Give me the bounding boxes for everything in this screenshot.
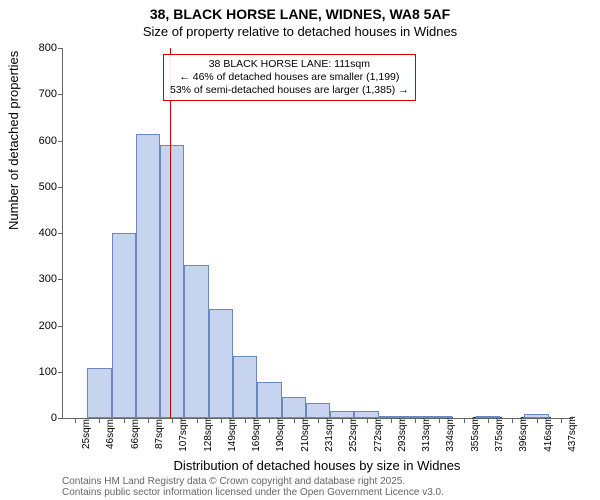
x-tick-mark bbox=[415, 418, 416, 423]
x-tick-label: 128sqm bbox=[197, 416, 214, 452]
histogram-bar bbox=[257, 382, 281, 418]
histogram-bar bbox=[524, 414, 548, 418]
histogram-bar bbox=[379, 416, 403, 418]
y-tick-mark bbox=[58, 418, 63, 419]
y-tick-mark bbox=[58, 48, 63, 49]
footer-line2: Contains public sector information licen… bbox=[62, 487, 444, 498]
histogram-bar bbox=[306, 403, 330, 418]
histogram-bar bbox=[354, 411, 378, 418]
x-tick-mark bbox=[391, 418, 392, 423]
x-tick-mark bbox=[99, 418, 100, 423]
chart-title-sub: Size of property relative to detached ho… bbox=[0, 24, 600, 39]
histogram-bar bbox=[282, 397, 306, 418]
y-tick-mark bbox=[58, 141, 63, 142]
x-tick-label: 375sqm bbox=[488, 416, 505, 452]
histogram-bar bbox=[209, 309, 233, 418]
x-tick-label: 190sqm bbox=[269, 416, 286, 452]
x-tick-mark bbox=[464, 418, 465, 423]
histogram-bar bbox=[112, 233, 136, 418]
x-tick-mark bbox=[172, 418, 173, 423]
annotation-line2: ← 46% of detached houses are smaller (1,… bbox=[170, 71, 409, 84]
x-tick-mark bbox=[512, 418, 513, 423]
chart-title-main: 38, BLACK HORSE LANE, WIDNES, WA8 5AF bbox=[0, 6, 600, 22]
x-tick-label: 169sqm bbox=[245, 416, 262, 452]
x-tick-label: 149sqm bbox=[221, 416, 238, 452]
x-tick-label: 355sqm bbox=[464, 416, 481, 452]
x-tick-mark bbox=[269, 418, 270, 423]
x-tick-mark bbox=[75, 418, 76, 423]
y-tick-mark bbox=[58, 187, 63, 188]
histogram-bar bbox=[136, 134, 160, 418]
y-tick-mark bbox=[58, 279, 63, 280]
x-tick-mark bbox=[537, 418, 538, 423]
plot-area: 010020030040050060070080025sqm46sqm66sqm… bbox=[62, 48, 573, 419]
histogram-bar bbox=[233, 356, 257, 418]
histogram-bar bbox=[160, 145, 184, 418]
y-tick-mark bbox=[58, 94, 63, 95]
y-tick-mark bbox=[58, 326, 63, 327]
y-tick-mark bbox=[58, 233, 63, 234]
x-tick-label: 437sqm bbox=[561, 416, 578, 452]
annotation-line1: 38 BLACK HORSE LANE: 111sqm bbox=[170, 58, 409, 71]
annotation-line3: 53% of semi-detached houses are larger (… bbox=[170, 84, 409, 97]
x-tick-mark bbox=[367, 418, 368, 423]
chart-container: 38, BLACK HORSE LANE, WIDNES, WA8 5AF Si… bbox=[0, 0, 600, 500]
x-tick-label: 272sqm bbox=[367, 416, 384, 452]
histogram-bar bbox=[403, 416, 427, 418]
marker-line bbox=[170, 48, 171, 418]
x-tick-mark bbox=[245, 418, 246, 423]
y-tick-mark bbox=[58, 372, 63, 373]
x-tick-mark bbox=[148, 418, 149, 423]
x-tick-mark bbox=[197, 418, 198, 423]
chart-footer: Contains HM Land Registry data © Crown c… bbox=[62, 476, 444, 498]
x-tick-label: 293sqm bbox=[391, 416, 408, 452]
annotation-box: 38 BLACK HORSE LANE: 111sqm ← 46% of det… bbox=[163, 54, 416, 101]
x-tick-label: 231sqm bbox=[318, 416, 335, 452]
x-tick-label: 210sqm bbox=[294, 416, 311, 452]
x-tick-label: 87sqm bbox=[148, 419, 165, 449]
x-tick-label: 46sqm bbox=[99, 419, 116, 449]
x-tick-mark bbox=[221, 418, 222, 423]
x-tick-label: 416sqm bbox=[537, 416, 554, 452]
y-axis-label: Number of detached properties bbox=[6, 51, 21, 230]
x-tick-label: 334sqm bbox=[439, 416, 456, 452]
histogram-bar bbox=[476, 416, 500, 418]
x-tick-label: 252sqm bbox=[342, 416, 359, 452]
footer-line1: Contains HM Land Registry data © Crown c… bbox=[62, 476, 444, 487]
histogram-bar bbox=[87, 368, 111, 418]
x-tick-label: 396sqm bbox=[512, 416, 529, 452]
x-tick-mark bbox=[124, 418, 125, 423]
x-tick-label: 107sqm bbox=[172, 416, 189, 452]
x-tick-mark bbox=[561, 418, 562, 423]
x-tick-mark bbox=[294, 418, 295, 423]
x-tick-label: 66sqm bbox=[124, 419, 141, 449]
histogram-bar bbox=[330, 411, 354, 418]
histogram-bar bbox=[427, 416, 451, 418]
x-tick-label: 313sqm bbox=[415, 416, 432, 452]
x-axis-label: Distribution of detached houses by size … bbox=[62, 458, 572, 473]
histogram-bar bbox=[184, 265, 208, 418]
x-tick-mark bbox=[439, 418, 440, 423]
x-tick-mark bbox=[488, 418, 489, 423]
x-tick-mark bbox=[318, 418, 319, 423]
x-tick-mark bbox=[342, 418, 343, 423]
x-tick-label: 25sqm bbox=[75, 419, 92, 449]
